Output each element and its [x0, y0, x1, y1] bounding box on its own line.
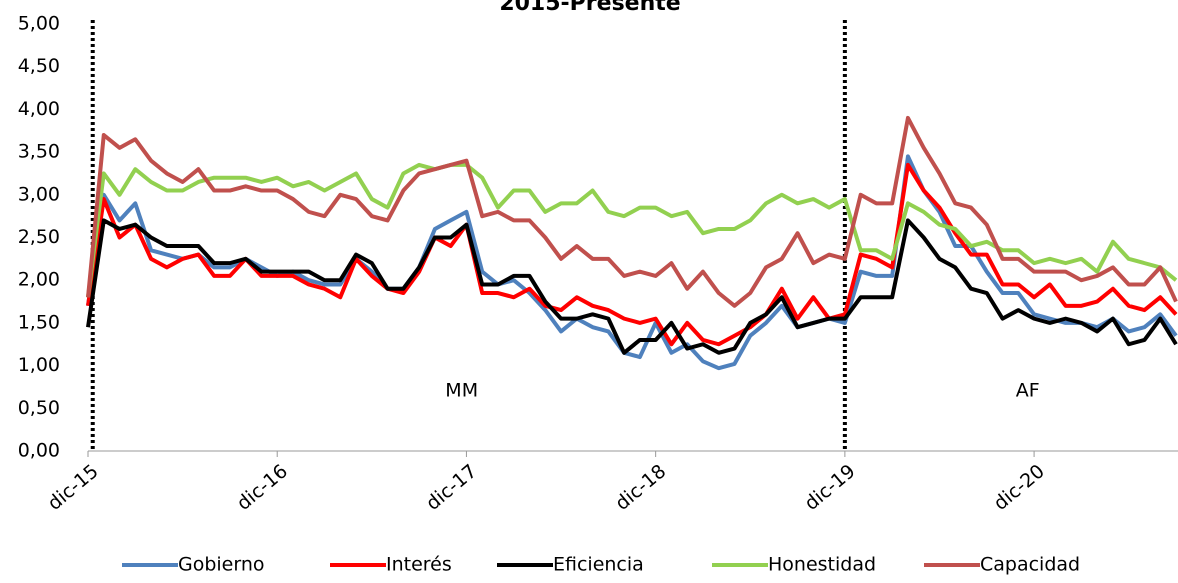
- legend-item: Capacidad: [924, 554, 1080, 576]
- y-tick-label: 4,00: [18, 98, 60, 120]
- x-tick-label: dic-17: [422, 460, 481, 515]
- series-line: [86, 218, 1178, 355]
- legend-label: Gobierno: [178, 554, 265, 576]
- y-tick-label: 3,00: [18, 183, 60, 205]
- y-tick-label: 0,00: [18, 440, 60, 462]
- annotation: AF: [1016, 380, 1040, 402]
- annotation: MM: [445, 380, 478, 402]
- y-tick-label: 1,50: [18, 311, 60, 333]
- legend-label: Honestidad: [768, 554, 876, 576]
- x-tick-label: dic-16: [233, 460, 292, 515]
- x-tick-label: dic-20: [990, 460, 1049, 515]
- y-tick-label: 3,50: [18, 141, 60, 163]
- chart-title: 2015-Presente: [499, 0, 680, 16]
- y-tick-label: 2,00: [18, 269, 60, 291]
- y-tick-label: 1,00: [18, 354, 60, 376]
- series-line: [86, 162, 1178, 347]
- legend-item: Interés: [330, 554, 452, 576]
- x-tick-label: dic-15: [44, 460, 103, 515]
- legend-item: Eficiencia: [497, 554, 644, 576]
- legend-label: Interés: [386, 554, 452, 576]
- series-line: [86, 115, 1178, 308]
- legend-label: Capacidad: [980, 554, 1080, 576]
- x-tick-label: dic-19: [800, 460, 859, 515]
- y-tick-label: 4,50: [18, 55, 60, 77]
- y-tick-label: 0,50: [18, 397, 60, 419]
- y-tick-label: 2,50: [18, 226, 60, 248]
- legend-label: Eficiencia: [553, 554, 644, 576]
- y-tick-label: 5,00: [18, 13, 60, 35]
- legend-item: Honestidad: [712, 554, 876, 576]
- x-tick-label: dic-18: [611, 460, 670, 515]
- series-line: [86, 162, 1178, 298]
- legend-item: Gobierno: [122, 554, 265, 576]
